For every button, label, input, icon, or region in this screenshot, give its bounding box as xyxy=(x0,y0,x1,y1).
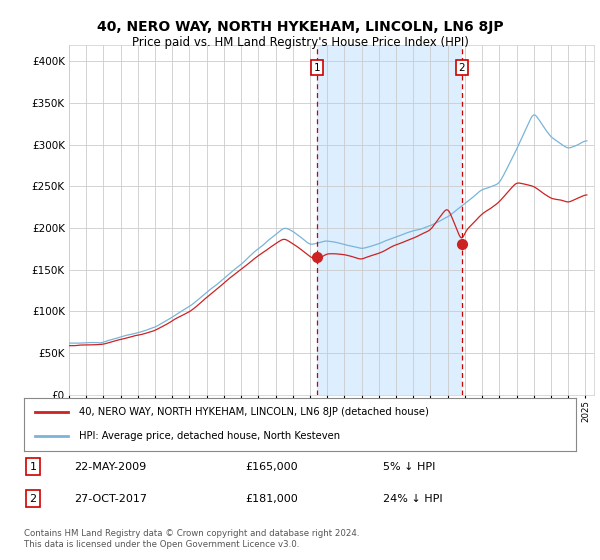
Text: Contains HM Land Registry data © Crown copyright and database right 2024.
This d: Contains HM Land Registry data © Crown c… xyxy=(24,529,359,549)
Text: 2: 2 xyxy=(458,63,465,73)
Text: £181,000: £181,000 xyxy=(245,494,298,504)
Text: HPI: Average price, detached house, North Kesteven: HPI: Average price, detached house, Nort… xyxy=(79,431,340,441)
Text: 40, NERO WAY, NORTH HYKEHAM, LINCOLN, LN6 8JP: 40, NERO WAY, NORTH HYKEHAM, LINCOLN, LN… xyxy=(97,20,503,34)
Text: 40, NERO WAY, NORTH HYKEHAM, LINCOLN, LN6 8JP (detached house): 40, NERO WAY, NORTH HYKEHAM, LINCOLN, LN… xyxy=(79,408,429,418)
Bar xyxy=(317,45,462,395)
Text: 22-MAY-2009: 22-MAY-2009 xyxy=(74,461,146,472)
Text: 5% ↓ HPI: 5% ↓ HPI xyxy=(383,461,435,472)
Text: 27-OCT-2017: 27-OCT-2017 xyxy=(74,494,146,504)
Text: 1: 1 xyxy=(29,461,37,472)
Text: £165,000: £165,000 xyxy=(245,461,298,472)
Text: 1: 1 xyxy=(314,63,320,73)
Text: 24% ↓ HPI: 24% ↓ HPI xyxy=(383,494,442,504)
Text: Price paid vs. HM Land Registry's House Price Index (HPI): Price paid vs. HM Land Registry's House … xyxy=(131,36,469,49)
Text: 2: 2 xyxy=(29,494,37,504)
